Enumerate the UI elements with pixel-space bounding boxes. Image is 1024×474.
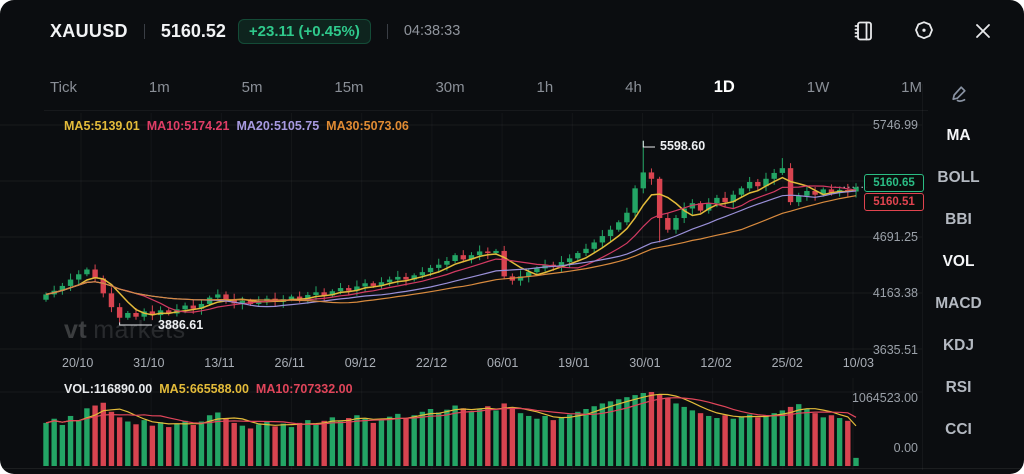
timeframe-tabs: Tick 1m 5m 15m 30m 1h 4h 1D 1W 1M: [44, 64, 928, 111]
header: XAUUSD 5160.52 +23.11 (+0.45%) 04:38:33: [0, 0, 1024, 62]
ma-label: MA10:5174.21: [146, 119, 230, 133]
date-axis: 20/10 31/10 13/11 26/11 09/12 22/12 06/01 19/01…: [62, 356, 874, 370]
vol-ma-line-5: [45, 393, 857, 427]
ma-values-row: MA5:5139.01 MA10:5174.21 MA20:5105.75 MA30:…: [64, 119, 416, 133]
volume-axis-min: 0.00: [893, 441, 918, 455]
volume-axis-max: 1064523.00: [851, 391, 918, 405]
symbol-title: XAUUSD: [50, 20, 128, 41]
date-tick: 13/11: [204, 356, 235, 370]
ma-line-10: [45, 185, 857, 313]
price-grid: [0, 113, 922, 361]
indicator-MA[interactable]: MA: [923, 126, 994, 146]
date-tick: 20/10: [62, 356, 94, 370]
volume-values-row: VOL:116890.00 MA5:665588.00 MA10:707332.00: [64, 382, 360, 396]
low-annotation: 3886.61: [158, 318, 204, 332]
price-axis-label: 5746.99: [872, 118, 918, 132]
journal-icon: [854, 21, 872, 41]
tab-30m[interactable]: 30m: [429, 75, 470, 100]
tab-1M[interactable]: 1M: [895, 75, 928, 100]
indicator-CCI[interactable]: CCI: [923, 420, 994, 440]
indicator-sidebar: MA BOLL BBI VOL MACD KDJ RSI CCI: [922, 84, 1024, 470]
date-tick: 12/02: [700, 356, 732, 370]
ma-line-30: [45, 195, 857, 304]
vol-label: VOL:116890.00: [64, 382, 153, 396]
server-time: 04:38:33: [403, 23, 461, 39]
indicator-VOL[interactable]: VOL: [923, 252, 994, 272]
indicator-KDJ[interactable]: KDJ: [923, 336, 994, 356]
divider: [143, 23, 145, 39]
date-tick: 06/01: [487, 356, 519, 370]
price-axis-label: 4163.38: [872, 286, 918, 300]
volume-chart[interactable]: [0, 378, 922, 470]
date-tick: 09/12: [344, 356, 376, 370]
tab-5m[interactable]: 5m: [236, 75, 269, 100]
journal-button[interactable]: [848, 15, 880, 47]
indicator-BBI[interactable]: BBI: [923, 210, 994, 230]
indicator-MACD[interactable]: MACD: [923, 294, 994, 314]
date-tick: 31/10: [133, 356, 165, 370]
gear-icon: [915, 21, 933, 40]
draw-tool-button[interactable]: [923, 84, 994, 104]
indicator-BOLL[interactable]: BOLL: [923, 168, 994, 188]
indicator-RSI[interactable]: RSI: [923, 378, 994, 398]
candles-layer: [43, 140, 859, 323]
date-tick: 10/03: [842, 356, 874, 370]
ma-label: MA30:5073.06: [326, 119, 409, 133]
divider: [386, 23, 388, 39]
ma-label: MA20:5105.75: [236, 119, 320, 133]
volume-bars: [43, 392, 859, 466]
high-annotation-line: [642, 140, 655, 148]
price-chart[interactable]: [0, 113, 922, 361]
date-tick: 25/02: [771, 356, 803, 370]
tab-1D[interactable]: 1D: [708, 74, 741, 101]
date-tick: 22/12: [415, 356, 448, 370]
price-axis-label: 3635.51: [872, 343, 918, 357]
tab-Tick[interactable]: Tick: [44, 75, 83, 100]
bottom-divider: [0, 468, 1024, 469]
tab-1W[interactable]: 1W: [801, 75, 836, 100]
date-tick: 19/01: [558, 356, 590, 370]
price-axis-label: 4691.25: [872, 230, 918, 244]
tab-1h[interactable]: 1h: [531, 75, 560, 100]
date-tick: 30/01: [629, 356, 661, 370]
vol-label: MA5:665588.00: [159, 382, 249, 396]
tab-1m[interactable]: 1m: [143, 75, 176, 100]
bid-price-tag: 5160.51: [864, 193, 924, 211]
change-badge: +23.11 (+0.45%): [237, 18, 371, 44]
vol-label: MA10:707332.00: [255, 382, 353, 396]
close-button[interactable]: [968, 16, 998, 46]
high-annotation: 5598.60: [660, 139, 706, 153]
vol-ma-line-10: [45, 397, 857, 426]
tab-15m[interactable]: 15m: [328, 75, 369, 100]
settings-button[interactable]: [908, 15, 940, 47]
last-price: 5160.52: [160, 20, 226, 41]
pencil-icon: [951, 86, 966, 102]
date-tick: 26/11: [274, 356, 305, 370]
low-annotation-line: [119, 322, 152, 326]
tab-4h[interactable]: 4h: [619, 75, 648, 100]
ask-price-tag: 5160.65: [864, 174, 924, 192]
close-icon: [976, 24, 990, 38]
ma-label: MA5:5139.01: [64, 119, 140, 133]
header-actions: [848, 15, 1024, 47]
